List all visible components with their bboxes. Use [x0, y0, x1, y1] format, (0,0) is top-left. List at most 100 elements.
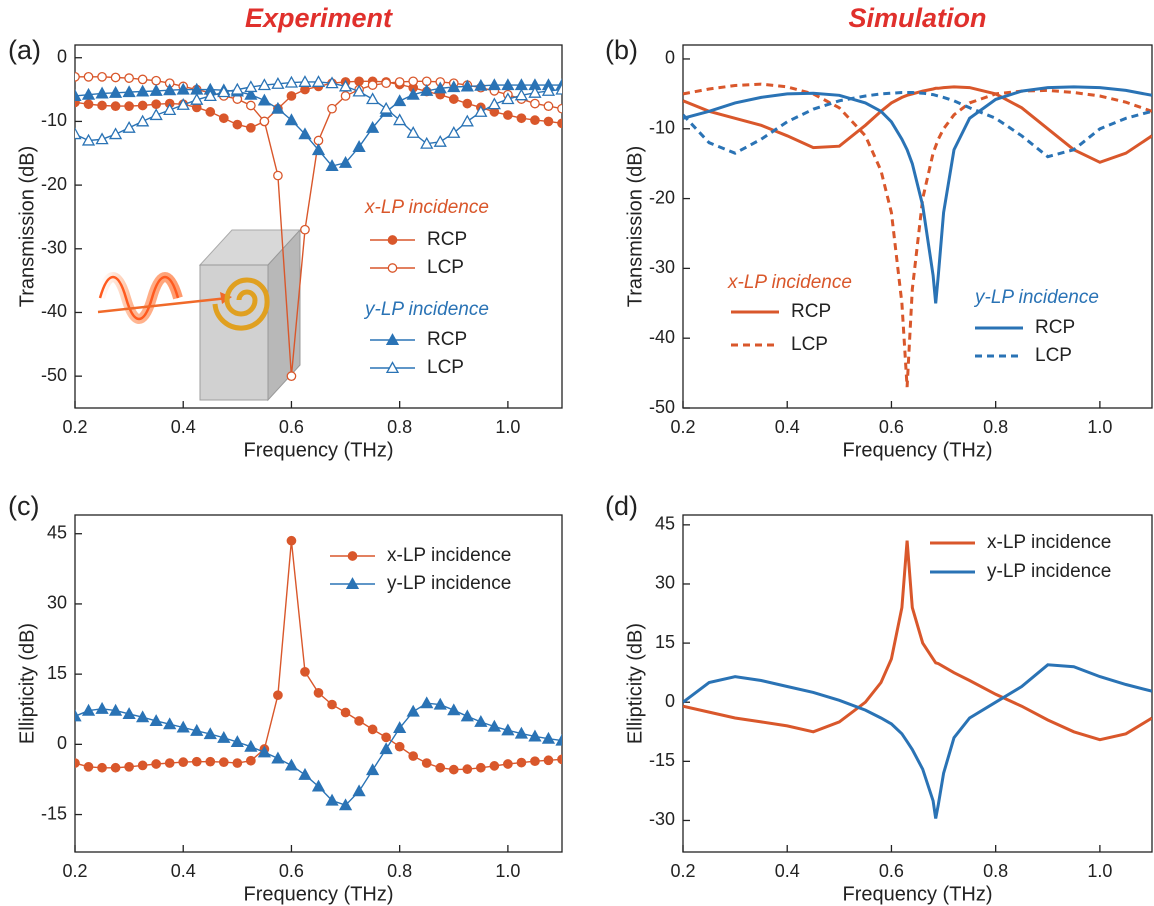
marker	[284, 113, 299, 126]
panel-label: (b)	[605, 35, 638, 65]
marker	[420, 696, 434, 709]
marker	[379, 742, 393, 755]
axes-frame	[682, 514, 1153, 853]
x-tick-label: 1.0	[1087, 861, 1112, 881]
marker	[298, 767, 312, 780]
marker	[137, 100, 148, 111]
marker	[530, 98, 540, 109]
marker	[325, 159, 339, 172]
legend-marker	[347, 551, 358, 561]
marker	[381, 732, 391, 743]
marker	[136, 114, 150, 127]
marker	[489, 761, 500, 771]
marker	[124, 73, 134, 83]
marker	[244, 80, 258, 93]
x-tick-label: 0.4	[775, 861, 800, 881]
marker	[543, 116, 554, 127]
marker	[366, 92, 380, 105]
marker	[514, 726, 529, 739]
marker	[503, 759, 513, 769]
legend-label: LCP	[427, 357, 464, 378]
series-line	[683, 540, 1152, 742]
marker	[122, 120, 136, 133]
marker	[136, 84, 150, 97]
marker	[557, 103, 562, 114]
marker	[124, 761, 134, 772]
marker	[367, 724, 378, 735]
marker	[352, 140, 366, 152]
marker	[420, 84, 434, 96]
marker	[300, 224, 310, 235]
marker	[178, 757, 189, 767]
axes-frame	[74, 44, 563, 409]
marker	[447, 703, 461, 716]
marker	[366, 763, 380, 776]
marker	[122, 707, 136, 719]
marker	[528, 729, 542, 742]
marker	[81, 87, 96, 100]
marker	[75, 758, 80, 768]
legend-label: RCP	[1035, 317, 1075, 338]
marker	[190, 723, 204, 736]
x-axis-label: Frequency (THz)	[243, 439, 393, 461]
y-tick-label: 30	[655, 573, 675, 593]
y-tick-label: 0	[57, 733, 67, 753]
x-axis-label: Frequency (THz)	[243, 883, 393, 905]
marker	[528, 85, 542, 98]
marker	[110, 762, 121, 773]
marker	[271, 751, 285, 764]
plot-area	[75, 535, 562, 811]
marker	[352, 84, 366, 97]
marker	[408, 751, 419, 761]
marker	[246, 122, 256, 133]
marker	[541, 84, 556, 96]
marker	[327, 699, 337, 710]
marker	[230, 82, 244, 95]
y-tick-label: -10	[649, 118, 675, 138]
marker	[460, 709, 474, 722]
marker	[435, 762, 446, 773]
marker	[271, 101, 285, 114]
legend-title: y-LP incidence	[973, 287, 1099, 308]
series-line	[683, 85, 1152, 164]
marker	[298, 75, 312, 87]
legend-marker	[387, 235, 398, 245]
plot-area	[75, 71, 562, 382]
panel-label: (c)	[8, 491, 39, 521]
marker	[367, 80, 378, 90]
marker	[447, 126, 461, 138]
marker	[257, 745, 271, 758]
marker	[108, 703, 123, 716]
marker	[516, 757, 527, 768]
marker	[149, 108, 163, 121]
column-title: Simulation	[848, 3, 986, 33]
x-tick-label: 1.0	[495, 417, 520, 437]
x-tick-label: 0.4	[775, 417, 800, 437]
marker	[110, 72, 121, 83]
y-tick-label: 15	[655, 632, 675, 652]
x-tick-label: 1.0	[495, 861, 520, 881]
marker	[406, 87, 420, 100]
y-tick-label: -20	[41, 174, 67, 194]
marker	[394, 741, 405, 752]
x-tick-label: 0.6	[879, 861, 904, 881]
marker	[205, 756, 216, 767]
y-tick-label: -40	[649, 327, 675, 347]
marker	[474, 78, 488, 91]
marker	[447, 80, 461, 93]
y-tick-label: 0	[665, 48, 675, 68]
x-axis-label: Frequency (THz)	[842, 883, 992, 905]
marker	[557, 118, 562, 129]
axes-frame	[74, 514, 563, 853]
marker	[313, 688, 324, 698]
marker	[501, 92, 515, 105]
marker	[501, 723, 515, 736]
plot-area	[683, 540, 1152, 819]
x-tick-label: 0.8	[387, 861, 412, 881]
y-tick-label: -10	[41, 110, 67, 130]
marker	[460, 79, 474, 92]
marker	[286, 535, 297, 546]
marker	[354, 716, 364, 726]
legend-title: x-LP incidence	[727, 272, 852, 293]
marker	[75, 127, 82, 140]
